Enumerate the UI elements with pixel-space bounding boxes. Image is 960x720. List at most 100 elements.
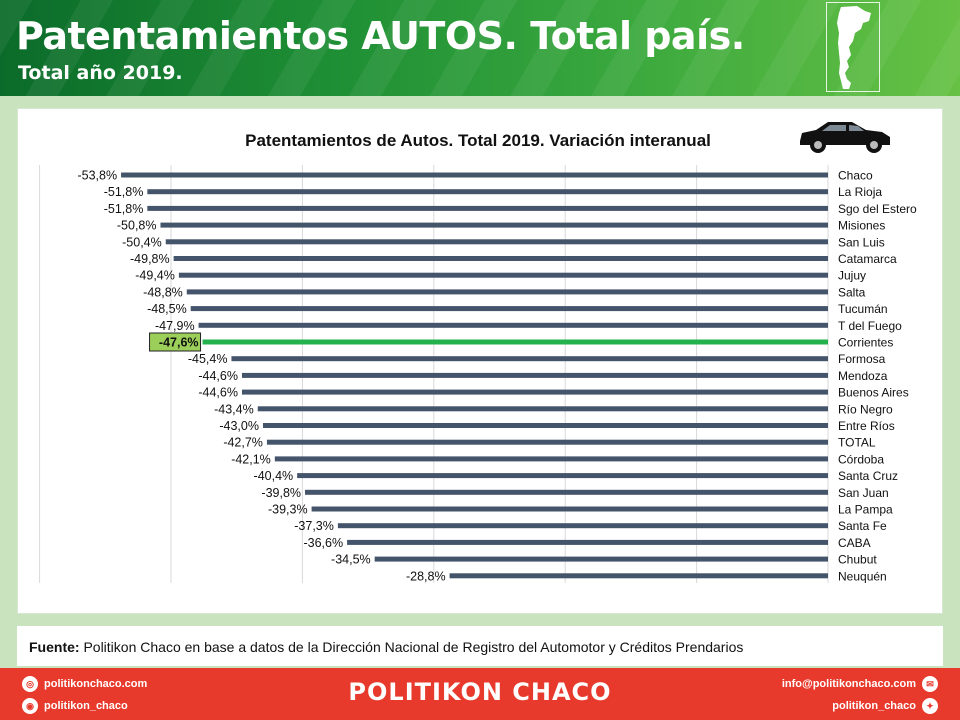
brand-name: POLITIKON CHACO	[348, 678, 612, 706]
data-label: -44,6%	[198, 386, 238, 400]
bar-santa-cruz	[297, 473, 828, 479]
data-label: -48,8%	[143, 285, 183, 299]
data-label: -44,6%	[198, 369, 238, 383]
bar-jujuy	[178, 272, 828, 278]
category-label: T del Fuego	[838, 319, 902, 333]
header-banner: Patentamientos AUTOS. Total país. Total …	[0, 0, 960, 96]
category-label: Santa Cruz	[838, 469, 898, 483]
bar-chubut	[374, 556, 828, 562]
category-label: Córdoba	[838, 452, 884, 466]
bar-caba	[347, 539, 828, 545]
data-label: -36,6%	[303, 536, 343, 550]
bar-la-rioja	[147, 189, 828, 195]
bar-r-o-negro	[257, 406, 828, 412]
footer-website-text: politikonchaco.com	[44, 678, 148, 690]
category-label: Santa Fe	[838, 519, 887, 533]
data-label: -49,4%	[135, 269, 175, 283]
bar-t-del-fuego	[198, 322, 828, 328]
page-subtitle: Total año 2019.	[18, 62, 183, 84]
bar-san-luis	[165, 239, 828, 245]
bar-formosa	[231, 356, 829, 362]
bar-catamarca	[173, 256, 829, 261]
mail-icon: ✉	[922, 676, 938, 692]
footer-twitter[interactable]: politikon_chaco ✦	[832, 698, 938, 714]
category-label: Jujuy	[838, 269, 866, 283]
data-label: -40,4%	[254, 469, 294, 483]
category-label: La Rioja	[838, 185, 882, 199]
page-title: Patentamientos AUTOS. Total país.	[16, 14, 745, 58]
bar-san-juan	[305, 489, 828, 495]
data-label: -51,8%	[104, 202, 144, 216]
bar-corrientes	[202, 339, 828, 345]
data-label: -50,4%	[122, 235, 162, 249]
data-label: -47,9%	[155, 319, 195, 333]
chart-title: Patentamientos de Autos. Total 2019. Var…	[245, 131, 711, 150]
category-label: TOTAL	[838, 436, 876, 450]
source-note: Fuente: Politikon Chaco en base a datos …	[17, 626, 943, 666]
data-label: -34,5%	[331, 553, 371, 567]
category-label: Mendoza	[838, 369, 888, 383]
data-label: -48,5%	[147, 302, 187, 316]
data-label: -53,8%	[77, 169, 117, 183]
category-label: Sgo del Estero	[838, 202, 917, 216]
category-label: CABA	[838, 536, 871, 550]
category-label: Catamarca	[838, 252, 897, 266]
category-label: Neuquén	[838, 569, 887, 583]
twitter-icon: ✦	[922, 698, 938, 714]
category-label: Formosa	[838, 352, 886, 366]
category-label: Tucumán	[838, 302, 888, 316]
argentina-map-icon	[826, 2, 880, 92]
bar-neuqu-n	[449, 573, 828, 579]
category-label: Corrientes	[838, 336, 893, 350]
footer-email[interactable]: info@politikonchaco.com ✉	[782, 676, 938, 692]
bar-chart: Patentamientos de Autos. Total 2019. Var…	[39, 122, 917, 583]
data-label: -28,8%	[406, 569, 446, 583]
highlight-label-box	[149, 332, 202, 352]
category-label: Río Negro	[838, 402, 893, 416]
footer-twitter-text: politikon_chaco	[832, 700, 916, 712]
instagram-icon: ◉	[22, 698, 38, 714]
category-label: Chubut	[838, 553, 877, 567]
globe-icon: ◎	[22, 676, 38, 692]
data-label: -51,8%	[104, 185, 144, 199]
category-label: San Juan	[838, 486, 889, 500]
data-label: -49,8%	[130, 252, 170, 266]
category-label: Buenos Aires	[838, 386, 909, 400]
bar-buenos-aires	[241, 389, 828, 395]
footer-email-text: info@politikonchaco.com	[781, 678, 916, 690]
bar-salta	[186, 289, 828, 295]
bar-mendoza	[241, 372, 828, 378]
bar-total	[266, 439, 828, 445]
bar-tucum-n	[190, 306, 828, 312]
data-label: -43,0%	[219, 419, 259, 433]
category-label: Salta	[838, 285, 866, 299]
category-label: La Pampa	[838, 503, 893, 517]
source-label: Fuente:	[29, 639, 80, 655]
category-label: Misiones	[838, 219, 885, 233]
data-label: -43,4%	[214, 402, 254, 416]
bar-chaco	[121, 172, 829, 178]
data-label: -45,4%	[188, 352, 228, 366]
bar-santa-fe	[337, 523, 828, 529]
footer-instagram[interactable]: ◉ politikon_chaco	[22, 698, 128, 714]
data-label: -39,3%	[268, 503, 308, 517]
bar-misiones	[160, 222, 828, 228]
data-label: -42,7%	[223, 436, 263, 450]
footer-website[interactable]: ◎ politikonchaco.com	[22, 676, 147, 692]
data-label: -50,8%	[117, 219, 157, 233]
data-label: -39,8%	[261, 486, 301, 500]
bar-c-rdoba	[274, 456, 828, 462]
chart-panel: Patentamientos de Autos. Total 2019. Var…	[17, 108, 943, 614]
footer-bar: ◎ politikonchaco.com ◉ politikon_chaco P…	[0, 668, 960, 720]
category-label: Entre Ríos	[838, 419, 895, 433]
category-label: San Luis	[838, 235, 885, 249]
bar-la-pampa	[311, 506, 828, 512]
bar-entre-r-os	[262, 423, 828, 428]
data-label: -42,1%	[231, 452, 271, 466]
category-label: Chaco	[838, 169, 873, 183]
bar-sgo-del-estero	[147, 205, 828, 211]
data-label: -47,6%	[159, 336, 199, 350]
footer-instagram-text: politikon_chaco	[44, 700, 128, 712]
data-label: -37,3%	[294, 519, 334, 533]
car-icon	[800, 122, 890, 153]
